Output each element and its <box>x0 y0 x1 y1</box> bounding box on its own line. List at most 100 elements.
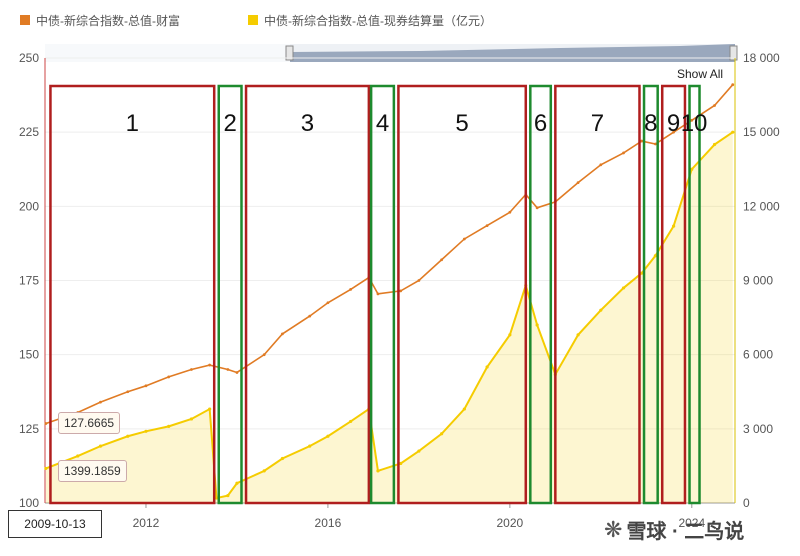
x-axis-ticks: 2012 2016 2020 2024 <box>133 503 705 530</box>
wealth-index-point <box>281 332 284 336</box>
volume-point <box>640 271 644 275</box>
x-tick-label: 2012 <box>133 516 160 530</box>
navigator-left-handle[interactable] <box>285 45 294 61</box>
volume-point <box>508 333 512 337</box>
volume-point <box>76 454 80 458</box>
phase-annotations: 1 2 3 4 5 6 7 8 9 10 <box>49 84 708 505</box>
volume-point <box>262 469 266 473</box>
wealth-index-point <box>235 371 239 374</box>
volume-point <box>167 424 171 428</box>
phase-label-8: 8 <box>644 110 657 137</box>
volume-point <box>189 417 194 421</box>
volume-point <box>214 496 219 500</box>
series-wealth-index <box>44 83 735 425</box>
legend-label-wealth-index: 中债-新综合指数-总值-财富 <box>36 13 180 28</box>
volume-point <box>98 444 103 448</box>
y-right-tick-label: 0 <box>743 496 750 510</box>
wealth-index-point <box>376 292 380 296</box>
wealth-index-point <box>462 237 466 241</box>
phase-box-1 <box>49 84 216 505</box>
range-navigator[interactable] <box>45 44 738 62</box>
volume-point <box>671 224 676 228</box>
volume-point <box>226 493 230 498</box>
volume-point <box>280 456 285 461</box>
wealth-index-point <box>190 368 193 371</box>
phase-box-5 <box>397 84 528 505</box>
wealth-index-point <box>640 139 644 143</box>
y-left-tick-label: 225 <box>19 125 39 139</box>
phase-label-10: 10 <box>681 110 708 137</box>
volume-point <box>535 323 539 327</box>
series-settlement-volume <box>44 130 735 503</box>
legend-swatch-orange <box>20 15 30 25</box>
navigator-right-handle[interactable] <box>729 45 738 61</box>
wealth-index-point <box>535 206 539 210</box>
legend-item-wealth-index[interactable]: 中债-新综合指数-总值-财富 <box>20 12 180 29</box>
wealth-index-point <box>440 258 444 262</box>
volume-point <box>308 444 312 448</box>
phase-box-2 <box>217 84 243 505</box>
phase-box-4 <box>369 84 396 505</box>
y-right-tick-label: 9 000 <box>743 274 773 288</box>
wealth-index-point <box>126 390 130 394</box>
y-left-tick-label: 150 <box>19 348 39 362</box>
chart-legend: 中债-新综合指数-总值-财富 中债-新综合指数-总值-现券结算量（亿元） <box>20 10 560 30</box>
phase-box-7 <box>554 84 641 505</box>
phase-box-8 <box>642 84 659 505</box>
phase-label-6: 6 <box>534 110 547 137</box>
volume-point <box>126 434 130 438</box>
phase-box-6 <box>529 84 553 505</box>
wealth-index-point <box>99 400 102 404</box>
wealth-index-point <box>399 289 403 293</box>
volume-point <box>599 308 603 312</box>
phase-label-5: 5 <box>455 110 468 137</box>
y-left-tick-label: 125 <box>19 422 39 436</box>
y-right-tick-label: 3 000 <box>743 422 773 436</box>
wealth-index-point <box>731 83 735 87</box>
tooltip-volume-value: 1399.1859 <box>58 460 127 482</box>
y-left-tick-label: 175 <box>19 274 39 288</box>
volume-point <box>349 419 353 424</box>
wealth-index-point <box>485 224 489 228</box>
legend-item-settlement-volume[interactable]: 中债-新综合指数-总值-现券结算量（亿元） <box>248 12 492 29</box>
wealth-index-point <box>690 118 694 122</box>
volume-point <box>144 429 148 433</box>
volume-point <box>326 434 330 438</box>
left-axis-ticks: 250 225 200 175 150 125 100 <box>19 51 39 510</box>
volume-point <box>653 254 658 258</box>
volume-point <box>731 130 735 134</box>
volume-point <box>690 167 694 171</box>
volume-point <box>208 407 212 411</box>
phase-box-10 <box>688 84 701 505</box>
wealth-index-point <box>672 130 675 134</box>
wealth-index-point <box>326 301 330 305</box>
watermark-text: 雪球 · 二鸟说 <box>626 521 745 543</box>
wealth-index-point <box>576 181 580 185</box>
volume-point <box>44 466 48 471</box>
wealth-index-point <box>262 353 266 357</box>
crosshair-date-label: 2009-10-13 <box>8 510 102 538</box>
navigator-unselected <box>45 44 290 62</box>
wealth-index-point <box>144 384 148 388</box>
wealth-index-point <box>713 104 716 107</box>
volume-point <box>376 469 380 473</box>
legend-swatch-yellow <box>248 15 258 25</box>
tooltip-index-value: 127.6665 <box>58 412 121 434</box>
phase-label-3: 3 <box>301 110 314 137</box>
volume-point <box>440 432 444 436</box>
legend-label-settlement-volume: 中债-新综合指数-总值-现券结算量（亿元） <box>264 13 492 28</box>
volume-point <box>399 461 403 466</box>
x-tick-label: 2024 <box>678 516 705 530</box>
x-tick-label: 2020 <box>497 516 524 530</box>
wealth-index-point <box>654 142 657 146</box>
wealth-index-point <box>599 163 603 167</box>
volume-point <box>576 333 580 337</box>
volume-point <box>417 449 421 453</box>
y-right-tick-label: 15 000 <box>743 125 780 139</box>
volume-point <box>462 407 466 411</box>
show-all-button[interactable]: Show All <box>677 67 724 81</box>
volume-point <box>235 481 239 485</box>
phase-label-7: 7 <box>591 110 604 137</box>
phase-box-9 <box>660 84 687 505</box>
wealth-index-point <box>622 151 625 155</box>
